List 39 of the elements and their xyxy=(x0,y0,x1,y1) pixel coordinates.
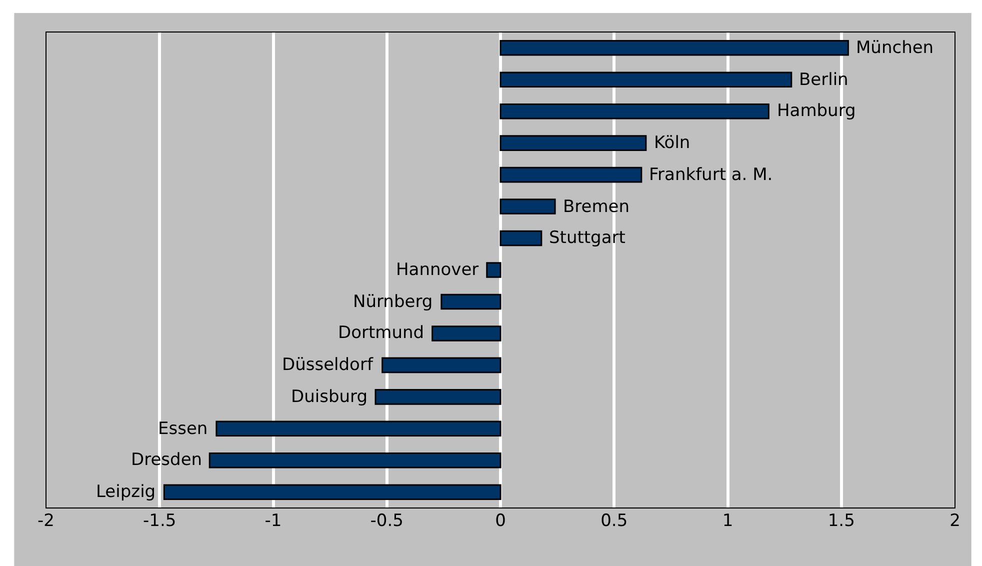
bar xyxy=(486,262,502,278)
y-tick-label: Frankfurt a. M. xyxy=(649,165,773,185)
y-tick-label: Nürnberg xyxy=(353,292,433,312)
x-tick-label: 1.5 xyxy=(828,511,855,531)
y-tick-label: Hannover xyxy=(396,260,479,280)
y-tick-label: Stuttgart xyxy=(549,228,626,248)
x-tick-label: 1 xyxy=(722,511,734,531)
x-tick-label: -1 xyxy=(264,511,282,531)
y-tick-label: Berlin xyxy=(799,70,848,90)
bar xyxy=(440,294,502,310)
y-tick-label: Essen xyxy=(158,419,208,439)
x-tick-label: -1.5 xyxy=(143,511,176,531)
y-tick-label: Dortmund xyxy=(338,323,424,343)
bar xyxy=(432,326,502,342)
bar xyxy=(500,230,542,246)
y-tick-label: Dresden xyxy=(131,450,202,470)
bar xyxy=(500,166,642,183)
bar xyxy=(208,452,502,468)
bar xyxy=(500,72,792,88)
bar xyxy=(382,357,502,374)
y-tick-label: Hamburg xyxy=(777,101,856,121)
x-tick-label: 0 xyxy=(495,511,506,531)
y-tick-label: Leipzig xyxy=(96,482,156,502)
x-tick-label: -0.5 xyxy=(370,511,404,531)
x-tick-label: 0.5 xyxy=(600,511,628,531)
y-tick-label: Bremen xyxy=(563,197,630,217)
y-tick-label: München xyxy=(856,38,934,58)
bar xyxy=(163,484,502,500)
y-tick-label: Köln xyxy=(654,133,690,153)
x-tick-label: 2 xyxy=(950,511,960,531)
bar xyxy=(500,135,647,151)
y-tick-label: Duisburg xyxy=(291,387,368,407)
bar xyxy=(500,103,770,120)
bar xyxy=(500,198,556,214)
bar xyxy=(216,420,502,437)
bar xyxy=(500,40,849,56)
y-tick-label: Düsseldorf xyxy=(282,355,374,375)
x-tick-label: -2 xyxy=(38,511,54,531)
bar xyxy=(374,389,502,405)
